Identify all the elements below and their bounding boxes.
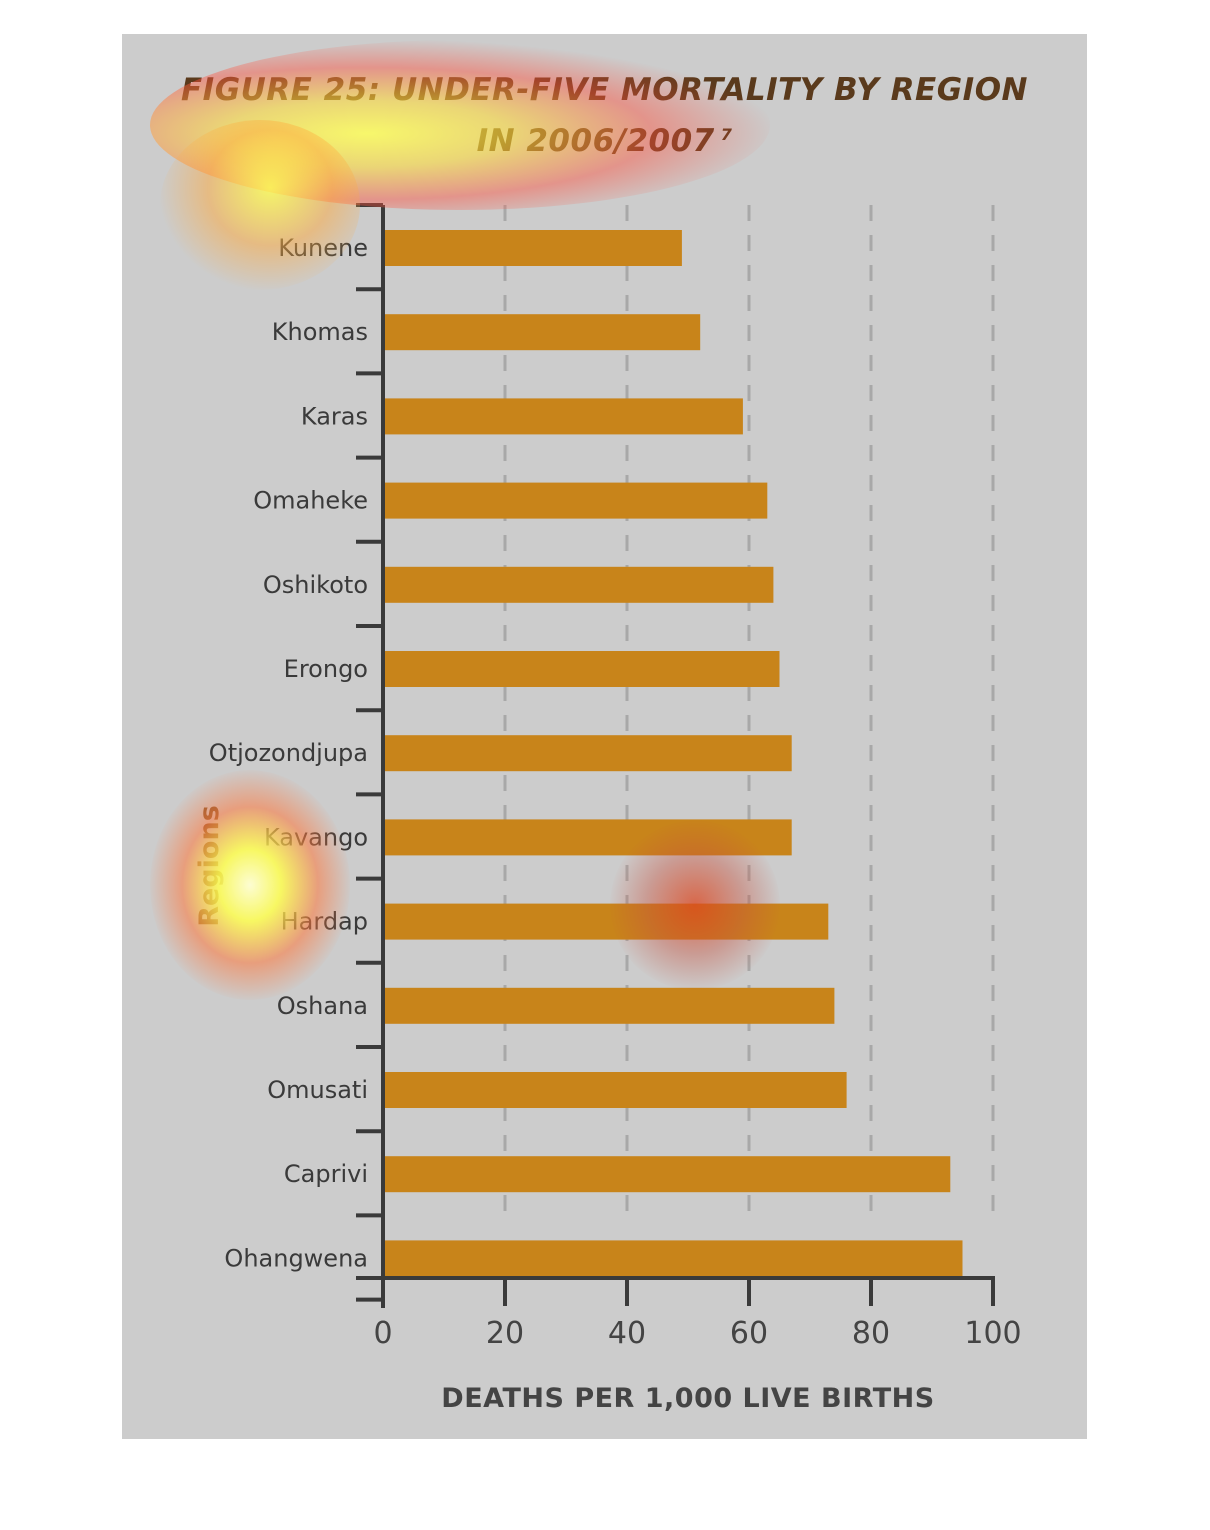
x-tick-label-40: 40	[608, 1316, 646, 1351]
category-label-oshana: Oshana	[277, 992, 368, 1020]
bar-oshana	[385, 987, 835, 1024]
x-tick-label-0: 0	[373, 1316, 392, 1351]
bar-karas	[385, 398, 743, 435]
bar-oshikoto	[385, 566, 774, 603]
bar-erongo	[385, 651, 780, 687]
category-label-kavango: Kavango	[264, 823, 368, 851]
bar-caprivi	[385, 1156, 951, 1193]
x-tick-label-60: 60	[730, 1316, 768, 1351]
category-label-kunene: Kunene	[278, 234, 368, 262]
bar-hardap	[385, 903, 829, 940]
y-axis-title: Regions	[194, 805, 225, 927]
category-label-khomas: Khomas	[272, 318, 368, 346]
x-tick-label-100: 100	[964, 1316, 1021, 1351]
bar-ohangwena	[385, 1240, 963, 1277]
category-label-oshikoto: Oshikoto	[263, 571, 368, 599]
bar-omaheke	[385, 482, 768, 519]
category-label-erongo: Erongo	[284, 655, 368, 683]
category-label-omaheke: Omaheke	[253, 487, 368, 515]
bar-kavango	[385, 819, 792, 856]
category-label-omusati: Omusati	[267, 1076, 368, 1104]
bar-omusati	[385, 1072, 847, 1108]
category-label-otjozondjupa: Otjozondjupa	[209, 739, 368, 767]
category-label-karas: Karas	[301, 402, 368, 430]
category-label-hardap: Hardap	[281, 908, 368, 936]
category-label-caprivi: Caprivi	[284, 1160, 368, 1188]
bar-khomas	[385, 314, 701, 351]
x-tick-label-80: 80	[852, 1316, 890, 1351]
grid-layer	[503, 205, 995, 1222]
bar-otjozondjupa	[385, 735, 792, 772]
bar-kunene	[385, 230, 682, 266]
x-axis-title: DEATHS PER 1,000 LIVE BIRTHS	[441, 1383, 934, 1414]
category-label-ohangwena: Ohangwena	[224, 1244, 368, 1272]
x-tick-label-20: 20	[486, 1316, 524, 1351]
bar-layer	[385, 230, 963, 1277]
